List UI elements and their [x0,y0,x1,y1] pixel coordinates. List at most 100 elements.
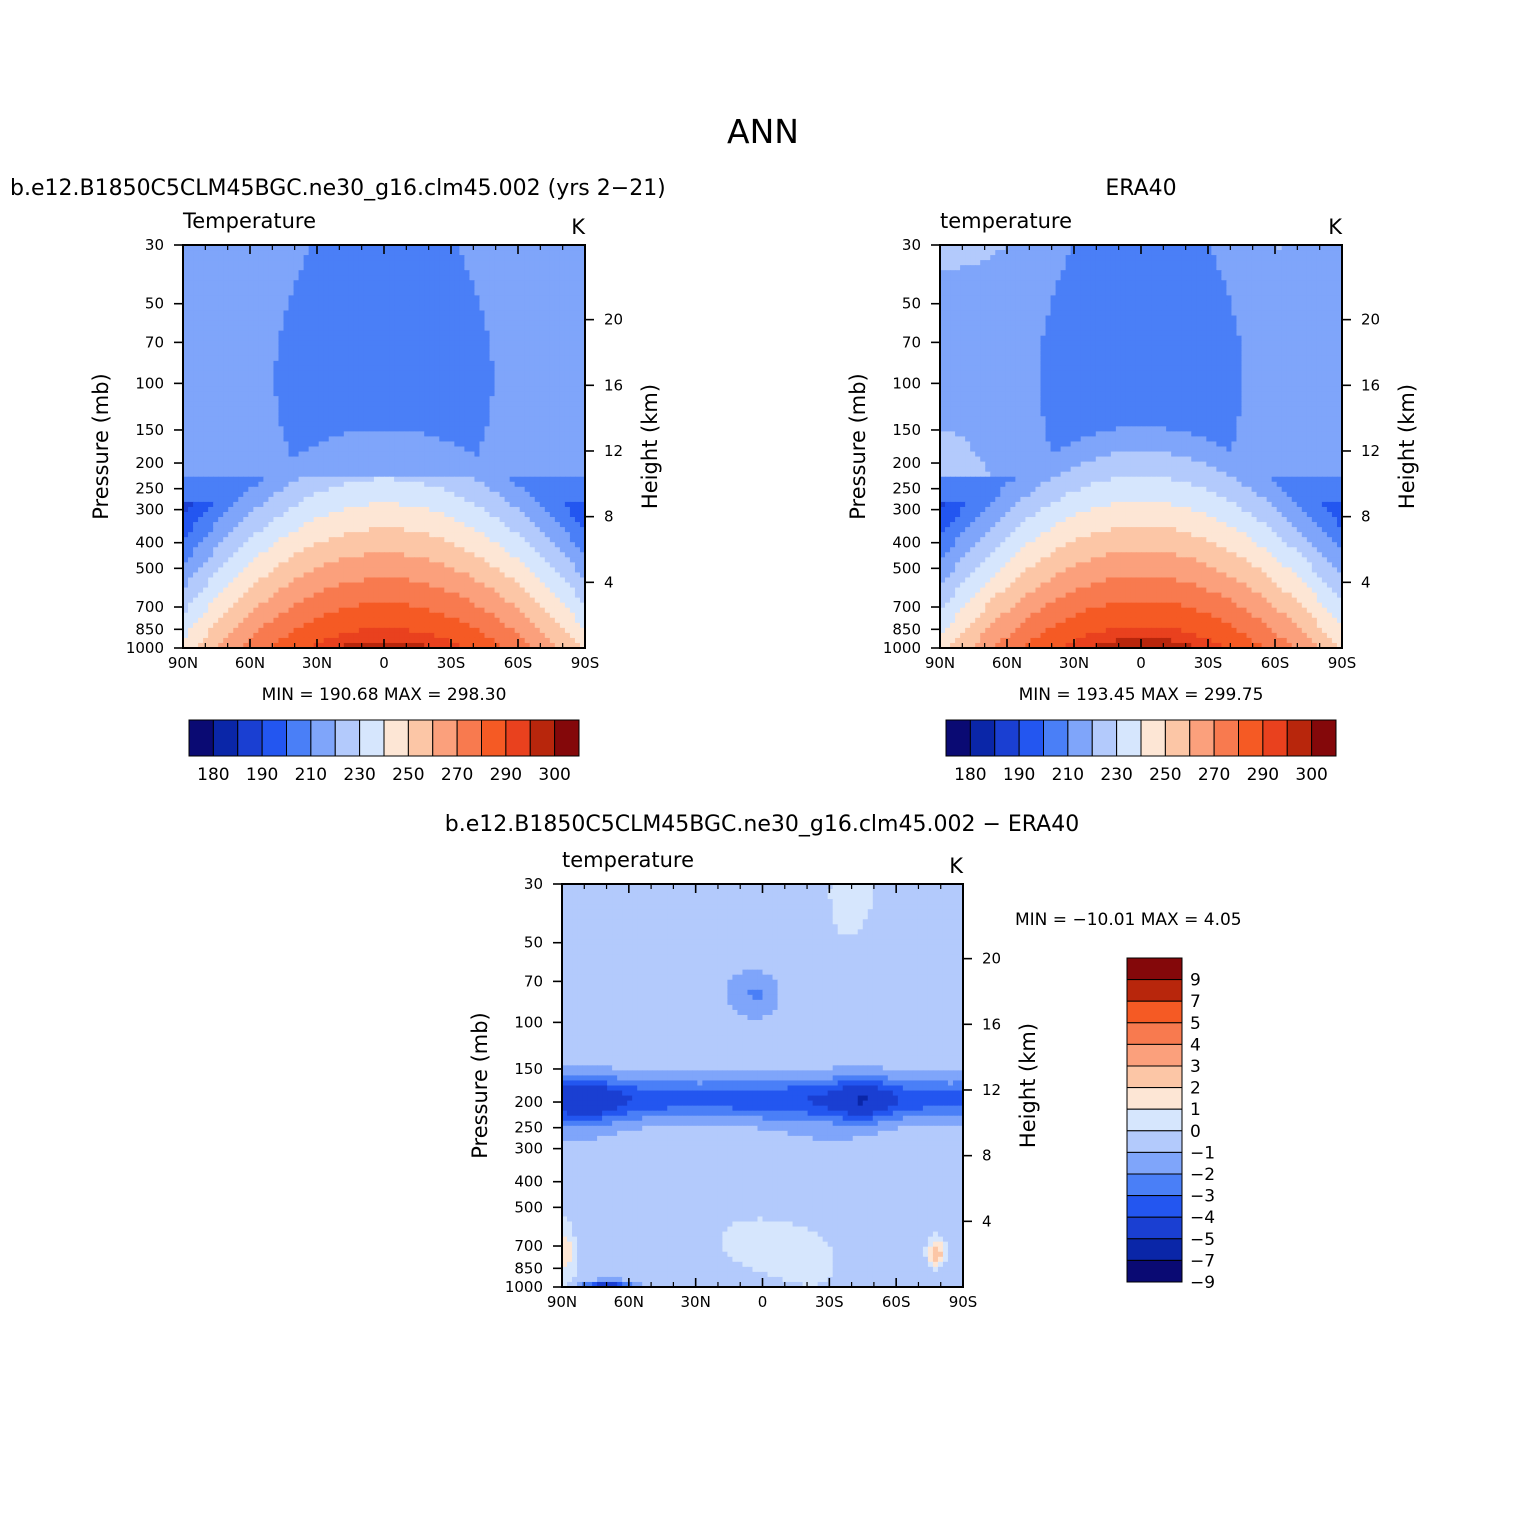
contour-cell [384,517,390,523]
contour-cell [328,461,335,468]
contour-cell [223,456,229,463]
contour-cell [258,381,265,387]
contour-cell [429,542,435,548]
contour-cell [434,426,440,432]
contour-cell [454,245,460,251]
contour-cell [273,365,280,372]
contour-cell [484,370,491,377]
contour-cell [268,522,275,528]
contour-cell [459,275,466,281]
contour-cell [484,506,491,513]
contour-cell [464,285,471,291]
contour-cell [283,355,290,362]
contour-cell [429,325,435,332]
contour-cell [579,501,586,508]
contour-cell [233,451,239,458]
contour-cell [409,466,415,473]
contour-cell [333,486,340,493]
contour-cell [268,285,275,291]
contour-cell [268,436,275,443]
contour-cell [494,421,501,427]
contour-cell [333,375,340,382]
contour-cell [328,441,335,448]
contour-cell [559,466,566,473]
contour-cell [293,330,300,337]
contour-cell [258,527,265,533]
contour-cell [494,552,501,558]
contour-cell [293,290,300,296]
contour-cell [489,391,496,397]
contour-cell [348,260,355,266]
contour-cell [293,381,300,387]
contour-cell [509,275,516,281]
contour-cell [323,265,330,271]
contour-cell [348,532,355,538]
contour-cell [574,506,581,513]
contour-cell [534,411,541,417]
contour-cell [283,365,290,372]
contour-cell [574,355,581,362]
contour-cell [203,310,209,317]
contour-cell [484,250,491,256]
contour-cell [534,270,541,276]
contour-cell [203,517,209,523]
contour-cell [434,411,440,417]
contour-cell [499,416,506,422]
contour-cell [343,411,350,417]
contour-cell [434,441,440,448]
contour-cell [243,310,249,317]
contour-cell [444,552,450,558]
contour-cell [459,340,466,347]
contour-cell [348,547,355,553]
contour-cell [414,466,420,473]
contour-cell [389,396,395,402]
contour-cell [223,532,229,538]
contour-cell [504,401,511,407]
contour-cell [489,537,496,543]
contour-cell [253,280,259,286]
contour-cell [218,471,224,478]
contour-cell [378,547,385,553]
contour-cell [273,532,280,538]
contour-cell [263,401,270,407]
contour-cell [494,255,501,261]
contour-cell [519,406,526,412]
contour-cell [228,451,234,458]
contour-cell [218,411,224,417]
contour-cell [193,330,199,337]
contour-cell [358,310,365,317]
contour-cell [489,310,496,317]
contour-cell [223,370,229,377]
contour-cell [574,270,581,276]
contour-cell [203,340,209,347]
contour-cell [213,511,219,518]
contour-cell [464,466,471,473]
contour-cell [268,426,275,432]
contour-cell [434,436,440,443]
contour-cell [544,451,551,458]
contour-cell [529,436,536,443]
contour-cell [409,436,415,443]
contour-cell [203,375,209,382]
contour-cell [363,396,370,402]
contour-cell [394,315,400,322]
contour-cell [283,250,290,256]
contour-cell [353,391,360,397]
contour-cell [569,406,576,412]
contour-cell [213,537,219,543]
contour-cell [449,506,455,513]
contour-cell [283,431,290,438]
contour-cell [464,335,471,342]
contour-cell [333,340,340,347]
contour-cell [223,305,229,312]
contour-cell [268,386,275,392]
contour-cell [203,345,209,352]
contour-cell [384,386,390,392]
contour-cell [228,466,234,473]
contour-cell [198,522,204,528]
contour-cell [554,325,561,332]
contour-cell [549,315,556,322]
contour-cell [469,446,476,453]
contour-cell [524,466,531,473]
contour-cell [579,491,586,498]
